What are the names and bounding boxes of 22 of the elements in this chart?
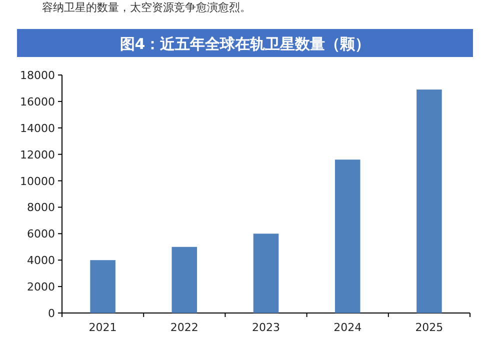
x-tick-label: 2023 [252,321,280,334]
x-tick-label: 2022 [170,321,198,334]
x-tick-label: 2021 [88,321,117,334]
y-tick-label: 16000 [20,95,55,108]
y-tick-label: 18000 [20,69,55,82]
bar [253,234,279,313]
y-tick-label: 6000 [27,228,55,241]
y-tick-label: 12000 [20,148,55,162]
y-tick-label: 8000 [27,201,55,214]
bar [90,260,116,313]
bar [334,160,360,313]
y-tick-label: 4000 [27,254,55,268]
text: 容纳卫星的数量，太空资源竞争愈演愈烈。 [42,1,251,14]
y-tick-label: 2000 [27,280,55,294]
bar [172,246,198,313]
y-tick-label: 14000 [20,122,55,135]
x-tick-label: 2024 [334,321,362,334]
x-tick-label: 2025 [415,321,444,334]
y-tick-label: 0 [48,307,55,320]
y-tick-label: 10000 [20,174,55,188]
chart-title: 图4：近五年全球在轨卫星数量（颗） [120,35,370,53]
bar [416,90,442,313]
